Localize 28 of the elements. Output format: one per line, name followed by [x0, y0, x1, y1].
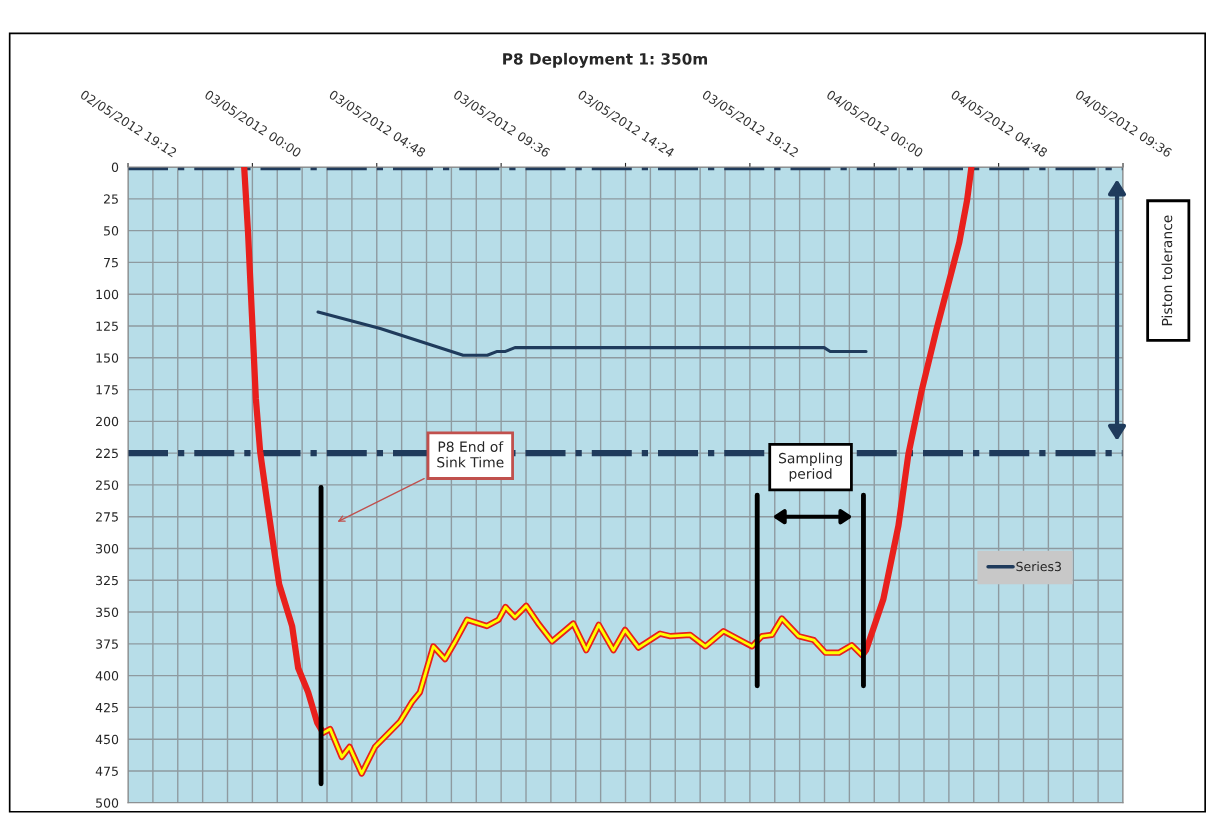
- y-tick-label: 150: [96, 353, 119, 363]
- y-tick-label: 300: [96, 543, 119, 554]
- legend-label: Series3: [1016, 561, 1061, 572]
- text: Piston tolerance: [1161, 215, 1173, 326]
- line-series: [316, 310, 868, 357]
- y-tick-label: 275: [96, 512, 118, 522]
- y-tick-label: 325: [96, 575, 118, 586]
- y-tick-label: 125: [96, 321, 118, 331]
- y-tick-label: 400: [95, 671, 119, 681]
- line-series: [321, 604, 864, 775]
- y-tick-label: 225: [96, 448, 118, 459]
- y-tick-label: 0: [111, 162, 119, 172]
- annotation: Sampling period: [778, 452, 842, 482]
- y-tick-label: 375: [96, 639, 118, 649]
- y-tick-label: 200: [96, 416, 119, 427]
- y-tick-label: 75: [104, 258, 118, 268]
- annotation: P8 End of Sink Time: [437, 441, 504, 468]
- y-tick-label: 100: [96, 289, 119, 300]
- y-tick-label: 350: [96, 607, 119, 617]
- chart-title: P8 Deployment 1: 350m: [503, 52, 708, 68]
- y-tick-label: 425: [95, 702, 118, 713]
- y-tick-label: 50: [104, 226, 119, 236]
- y-tick-label: 450: [95, 734, 119, 745]
- y-tick-label: 25: [104, 194, 118, 204]
- y-tick-label: 475: [95, 766, 118, 776]
- y-tick-label: 500: [96, 798, 119, 808]
- y-tick-label: 250: [96, 480, 119, 490]
- y-tick-label: 175: [96, 385, 118, 395]
